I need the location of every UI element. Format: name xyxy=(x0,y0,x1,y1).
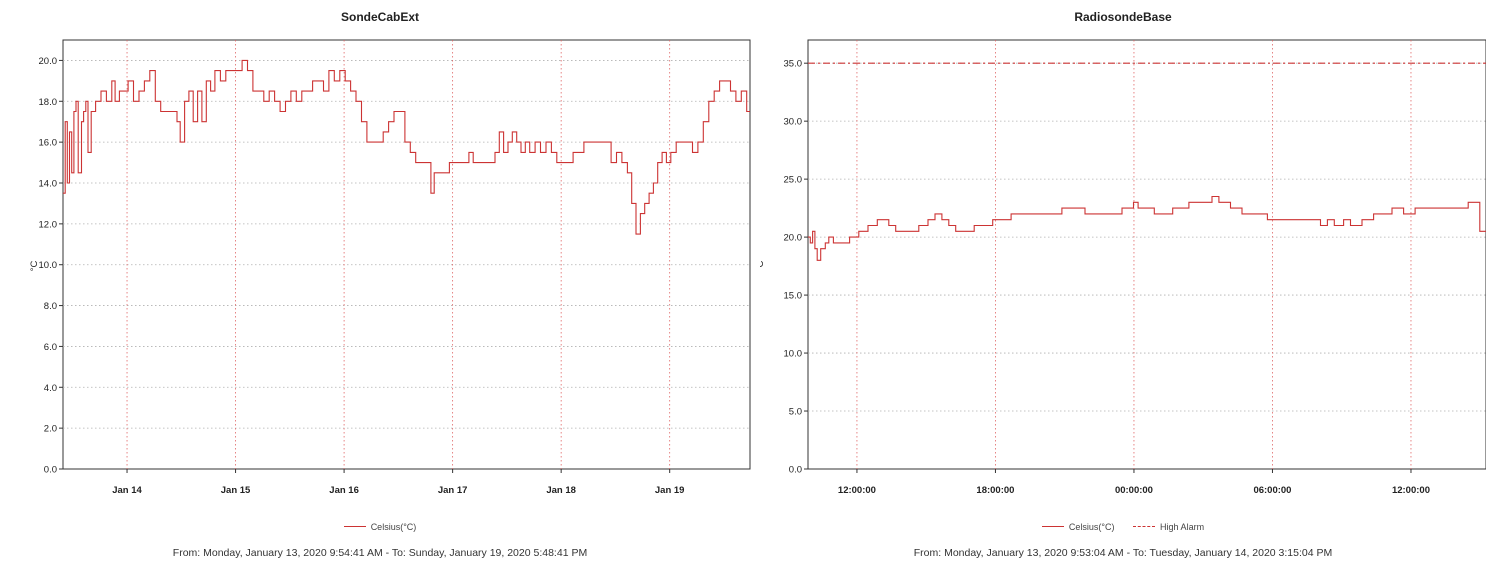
y-tick-label: 18.0 xyxy=(39,97,58,108)
date-range-footer: From: Monday, January 13, 2020 9:54:41 A… xyxy=(172,547,588,559)
x-tick-label: Jan 19 xyxy=(655,485,685,496)
legend-item-celsius: Celsius(°C) xyxy=(343,521,417,532)
x-tick-label: 06:00:00 xyxy=(1253,485,1291,496)
x-tick-label: Jan 17 xyxy=(438,485,468,496)
y-tick-label: 0.0 xyxy=(44,465,57,476)
x-tick-label: Jan 14 xyxy=(112,485,142,496)
chart-title: RadiosondeBase xyxy=(1074,10,1172,24)
y-tick-label: 2.0 xyxy=(44,424,57,435)
chart-panel-radiosondebase: RadiosondeBase 0.0 5.0 10.0 15.0 20.0 25.0 30.… xyxy=(760,0,1486,563)
y-tick-label: 4.0 xyxy=(44,383,57,394)
x-tick-label: 00:00:00 xyxy=(1115,485,1153,496)
plot-area xyxy=(807,39,1486,470)
legend-label: Celsius(°C) xyxy=(1068,521,1115,532)
chart-legend: Celsius(°C) xyxy=(0,519,760,532)
legend-item-celsius: Celsius(°C) xyxy=(1041,521,1115,532)
date-range-footer: From: Monday, January 13, 2020 9:53:04 A… xyxy=(913,547,1333,559)
chart-title: SondeCabExt xyxy=(340,10,419,24)
y-tick-label: 30.0 xyxy=(784,117,803,128)
chart-legend: Celsius(°C) High Alarm xyxy=(760,519,1486,532)
y-axis-label: °C xyxy=(760,261,766,272)
x-tick-label: 18:00:00 xyxy=(976,485,1014,496)
x-tick-label: Jan 16 xyxy=(329,485,359,496)
y-tick-label: 6.0 xyxy=(44,342,57,353)
y-tick-label: 16.0 xyxy=(39,138,58,149)
y-tick-label: 35.0 xyxy=(784,59,803,70)
legend-swatch-dashdot xyxy=(1133,526,1156,527)
y-tick-label: 10.0 xyxy=(784,349,803,360)
line-chart-sondecabext: 0.0 2.0 4.0 6.0 8.0 10.0 12.0 14.0 16.0 18.0 20.0 J… xyxy=(29,39,751,496)
y-tick-label: 12.0 xyxy=(39,219,58,230)
series-line-celsius-c xyxy=(63,59,750,235)
y-tick-label: 25.0 xyxy=(784,175,803,186)
series-line-celsius-c xyxy=(808,195,1486,261)
y-tick-label: 14.0 xyxy=(39,179,58,190)
y-axis-label: °C xyxy=(29,261,40,272)
legend-label: High Alarm xyxy=(1160,521,1205,532)
plot-area xyxy=(62,39,751,470)
x-tick-label: Jan 18 xyxy=(546,485,576,496)
y-tick-label: 20.0 xyxy=(39,56,58,67)
legend-label: Celsius(°C) xyxy=(370,521,417,532)
y-tick-label: 0.0 xyxy=(789,465,802,476)
x-tick-label: 12:00:00 xyxy=(838,485,876,496)
legend-swatch-solid xyxy=(1041,526,1064,527)
y-tick-label: 20.0 xyxy=(784,233,803,244)
line-chart-radiosondebase: 0.0 5.0 10.0 15.0 20.0 25.0 30.0 35.0 12:00:00 18… xyxy=(760,39,1486,496)
legend-item-high-alarm: High Alarm xyxy=(1133,522,1204,532)
legend-swatch-solid xyxy=(343,526,366,527)
y-tick-label: 15.0 xyxy=(784,291,803,302)
y-tick-label: 10.0 xyxy=(39,260,58,271)
chart-panel-sondecabext: SondeCabExt 0.0 2.0 4.0 6.0 8.0 10.0 12.0 14.0 1… xyxy=(0,10,760,559)
y-tick-label: 8.0 xyxy=(44,301,57,312)
x-tick-label: 12:00:00 xyxy=(1392,485,1430,496)
x-tick-label: Jan 15 xyxy=(221,485,251,496)
y-tick-label: 5.0 xyxy=(789,407,802,418)
